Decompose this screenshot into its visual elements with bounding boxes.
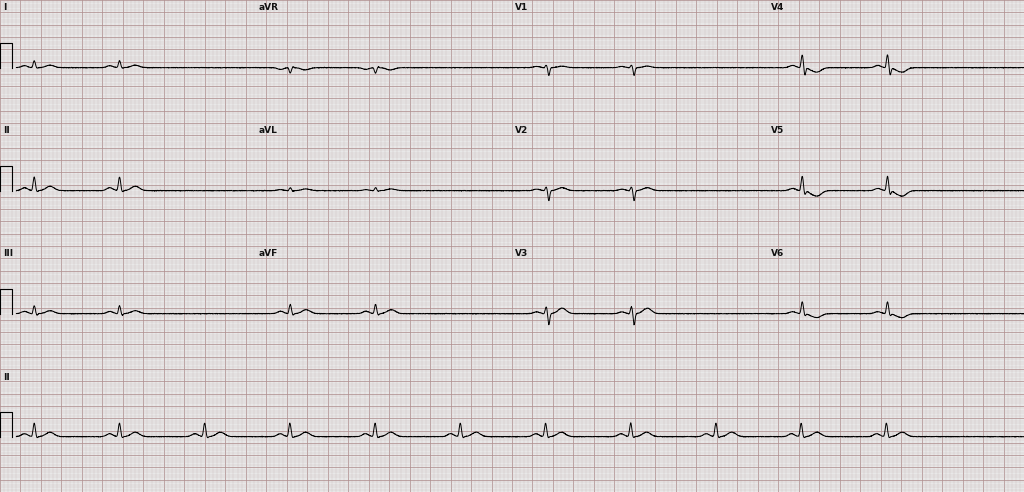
Text: V3: V3 bbox=[515, 249, 528, 258]
Text: II: II bbox=[3, 126, 10, 135]
Text: V6: V6 bbox=[771, 249, 784, 258]
Text: aVF: aVF bbox=[259, 249, 279, 258]
Text: V4: V4 bbox=[771, 3, 784, 12]
Text: II: II bbox=[3, 373, 10, 382]
Text: aVL: aVL bbox=[259, 126, 278, 135]
Text: V5: V5 bbox=[771, 126, 784, 135]
Text: V2: V2 bbox=[515, 126, 528, 135]
Text: III: III bbox=[3, 249, 13, 258]
Text: V1: V1 bbox=[515, 3, 528, 12]
Text: I: I bbox=[3, 3, 6, 12]
Text: aVR: aVR bbox=[259, 3, 280, 12]
